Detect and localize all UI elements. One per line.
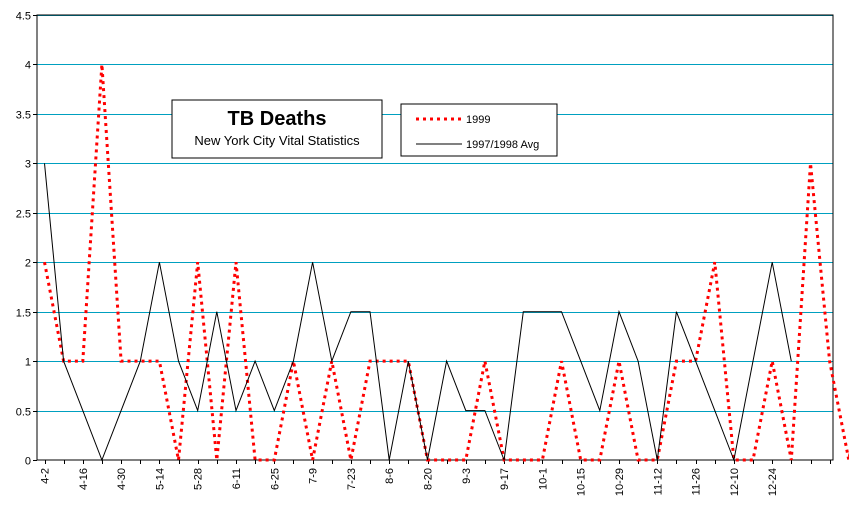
x-tick-label: 8-6 xyxy=(384,468,396,484)
x-tick-label: 8-20 xyxy=(423,468,435,490)
y-tick-label: 0.5 xyxy=(16,407,31,419)
x-tick-label: 9-3 xyxy=(461,468,473,484)
x-tick-label: 10-15 xyxy=(576,468,588,496)
x-tick-label: 5-14 xyxy=(154,468,166,490)
x-tick-label: 11-26 xyxy=(691,468,703,495)
y-tick-label: 4 xyxy=(25,60,31,72)
x-tick-label: 10-29 xyxy=(614,468,626,496)
axes: 0 0.5 1 1.5 2 2.5 3 3.5 4 4.5 4-2 4-16 4-30 5-14 5-28 6… xyxy=(16,11,849,497)
x-tick-label: 9-17 xyxy=(499,468,511,490)
y-tick-label: 1 xyxy=(25,357,31,369)
y-tick-label: 0 xyxy=(25,456,31,468)
x-tick-label: 4-2 xyxy=(40,468,52,484)
legend: 1999 1997/1998 Avg xyxy=(401,104,557,156)
x-tick-label: 4-16 xyxy=(78,468,90,490)
x-tick-label: 5-28 xyxy=(193,468,205,490)
x-tick-label: 12-10 xyxy=(729,468,741,496)
x-tick-label: 6-25 xyxy=(269,468,281,490)
y-tick-label: 1.5 xyxy=(16,308,31,320)
series-1997-1998-avg-line xyxy=(45,163,792,460)
y-tick-label: 4.5 xyxy=(16,11,31,23)
x-tick-label: 7-23 xyxy=(346,468,358,490)
chart-title: TB Deaths xyxy=(228,108,327,130)
title-box: TB Deaths New York City Vital Statistics xyxy=(172,100,382,158)
y-tick-label: 3.5 xyxy=(16,110,31,122)
x-tick-label: 4-30 xyxy=(116,468,128,490)
grid-lines xyxy=(37,16,833,412)
x-tick-label: 12-24 xyxy=(767,468,779,496)
x-tick-label: 7-9 xyxy=(308,468,320,484)
x-tick-label: 10-1 xyxy=(537,468,549,490)
x-tick-label: 11-12 xyxy=(652,468,664,495)
y-tick-label: 3 xyxy=(25,159,31,171)
legend-label-1999: 1999 xyxy=(466,114,490,126)
y-tick-label: 2 xyxy=(25,258,31,270)
chart-subtitle: New York City Vital Statistics xyxy=(194,133,360,148)
plot-area-frame xyxy=(37,15,833,460)
y-tick-label: 2.5 xyxy=(16,209,31,221)
legend-label-avg: 1997/1998 Avg xyxy=(466,139,539,151)
x-tick-label: 6-11 xyxy=(231,468,243,489)
